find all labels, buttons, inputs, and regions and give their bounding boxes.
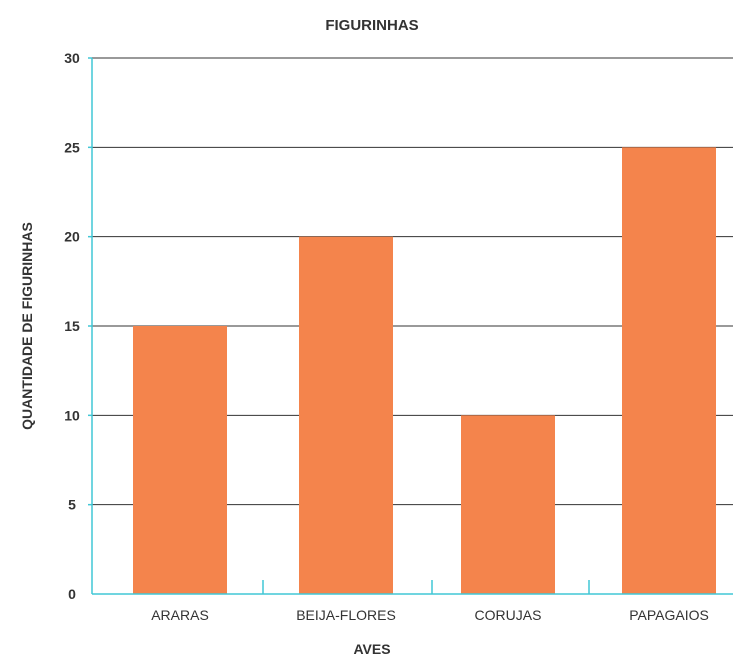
chart-title: FIGURINHAS: [325, 17, 418, 34]
bar-corujas: [461, 415, 555, 594]
axes: [88, 57, 733, 595]
bar-papagaios: [622, 147, 716, 595]
y-tick-label: 20: [64, 229, 80, 245]
x-tick-label: ARARAS: [151, 607, 209, 623]
y-tick-label: 25: [64, 139, 80, 155]
y-tick-label: 30: [64, 50, 80, 66]
y-tick-labels: 0 5 10 15 20 25 30: [64, 50, 80, 602]
y-axis-label: QUANTIDADE DE FIGURINHAS: [19, 222, 35, 430]
y-tick-label: 0: [68, 586, 76, 602]
bar-beija-flores: [299, 236, 393, 594]
x-tick-label: PAPAGAIOS: [629, 607, 709, 623]
x-tick-labels: ARARAS BEIJA-FLORES CORUJAS PAPAGAIOS: [151, 607, 709, 623]
y-tick-label: 10: [64, 407, 80, 423]
x-tick-label: BEIJA-FLORES: [296, 607, 396, 623]
bars: [133, 147, 716, 595]
y-tick-label: 15: [64, 318, 80, 334]
x-axis-label: AVES: [353, 641, 390, 657]
bar-araras: [133, 326, 227, 594]
y-tick-label: 5: [68, 497, 76, 513]
x-tick-label: CORUJAS: [475, 607, 542, 623]
